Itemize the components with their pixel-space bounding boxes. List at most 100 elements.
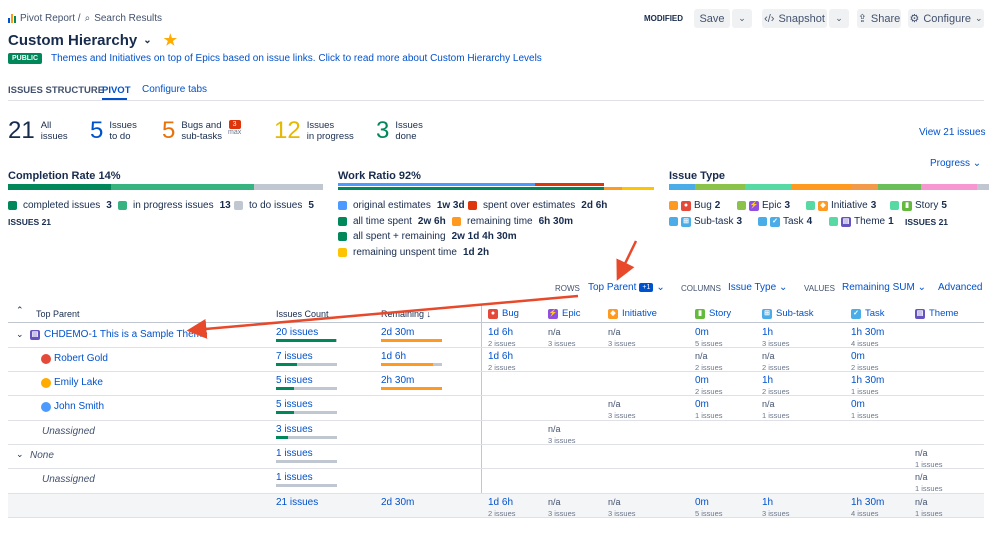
stat-item[interactable]: 21 All issues xyxy=(8,118,68,144)
save-button[interactable]: Save xyxy=(694,9,730,28)
row-value-sub[interactable]: 1h 3 issues xyxy=(762,497,790,518)
row-parent-name: Unassigned xyxy=(42,474,95,485)
stat-item[interactable]: 5 Issues to do xyxy=(90,118,137,144)
issuetype-legend-item[interactable]: ● Bug 2 xyxy=(669,200,720,211)
stat-number: 21 xyxy=(8,117,35,144)
expand-toggle-icon[interactable]: ⌄ xyxy=(16,329,24,339)
row-value-bug[interactable]: 1d 6h 2 issues xyxy=(488,351,516,372)
work-legend-item[interactable]: all time spent 2w 6h xyxy=(338,216,446,227)
tab-pivot-underline xyxy=(102,98,127,100)
issuetype-legend-item[interactable]: ▤ Theme 1 xyxy=(829,216,894,227)
avatar xyxy=(41,402,51,412)
row-value-story[interactable]: 0m 5 issues xyxy=(695,497,723,518)
issuetype-legend-item[interactable]: ✓ Task 4 xyxy=(758,216,812,227)
header-subtask[interactable]: ⊞ Sub-task xyxy=(762,308,814,319)
row-value-bug[interactable]: 1d 6h 2 issues xyxy=(488,497,516,518)
stat-label: All issues xyxy=(40,120,68,142)
header-epic[interactable]: ⚡ Epic xyxy=(548,308,581,319)
row-parent-name[interactable]: Robert Gold xyxy=(54,353,108,364)
completion-legend-item[interactable]: completed issues 3 xyxy=(8,200,112,211)
description-link[interactable]: Themes and Initiatives on top of Epics b… xyxy=(51,53,542,64)
collapse-all-icon[interactable]: ⌃ xyxy=(16,305,24,315)
tab-pivot[interactable]: PIVOT xyxy=(102,85,131,96)
row-value-task[interactable]: 1h 30m 4 issues xyxy=(851,497,885,518)
progress-dropdown[interactable]: Progress ⌄ xyxy=(930,158,982,169)
row-issues-count[interactable]: 1 issues xyxy=(276,448,313,459)
columns-dropdown[interactable]: Issue Type ⌄ xyxy=(728,282,788,293)
header-issues-count[interactable]: Issues Count xyxy=(276,309,329,319)
stat-number: 3 xyxy=(376,117,390,144)
work-bar-spent-over xyxy=(535,183,604,186)
row-parent-name[interactable]: John Smith xyxy=(54,401,105,412)
row-remaining[interactable]: 2h 30m xyxy=(381,375,415,386)
stat-item[interactable]: 12 Issues in progress xyxy=(274,118,354,144)
rows-dropdown[interactable]: Top Parent +1 ⌄ xyxy=(588,282,665,293)
breadcrumb-search-results[interactable]: Search Results xyxy=(94,13,163,24)
stat-item[interactable]: 5 Bugs and sub-tasks 3 max xyxy=(162,118,241,144)
row-value-story[interactable]: 0m 1 issues xyxy=(695,399,723,420)
snapshot-dropdown-button[interactable]: ⌄ xyxy=(829,9,849,28)
row-value-task[interactable]: 1h 30m 1 issues xyxy=(851,375,885,396)
search-icon: ⌕ xyxy=(84,13,91,24)
header-top-parent[interactable]: Top Parent xyxy=(36,309,80,319)
header-remaining[interactable]: Remaining ↓ xyxy=(381,309,432,319)
row-issues-count[interactable]: 20 issues xyxy=(276,327,319,338)
row-remaining[interactable]: 2d 30m xyxy=(381,327,415,338)
count-progress-bar xyxy=(276,484,337,487)
legend-swatch-icon xyxy=(118,201,127,210)
work-legend-item[interactable]: original estimates 1w 3d xyxy=(338,200,465,211)
row-value-sub[interactable]: 1h 3 issues xyxy=(762,327,790,348)
header-bug[interactable]: ● Bug xyxy=(488,308,519,319)
row-issues-count[interactable]: 7 issues xyxy=(276,351,313,362)
configure-button[interactable]: ⚙ Configure ⌄ xyxy=(908,9,984,28)
row-parent-name[interactable]: Emily Lake xyxy=(54,377,103,388)
completion-legend-item[interactable]: in progress issues 13 xyxy=(118,200,231,211)
work-legend-item[interactable]: remaining unspent time 1d 2h xyxy=(338,247,489,258)
breadcrumb-pivot-report[interactable]: Pivot Report / xyxy=(20,13,81,24)
issuetype-legend-item[interactable]: ⊞ Sub-task 3 xyxy=(669,216,742,227)
row-value-task[interactable]: 1h 30m 4 issues xyxy=(851,327,885,348)
issuetype-bar-segment xyxy=(791,184,851,190)
issuetype-legend-item[interactable]: ⚡ Epic 3 xyxy=(737,200,790,211)
issuetype-legend-item[interactable]: ◆ Initiative 3 xyxy=(806,200,876,211)
tab-issues-structure[interactable]: ISSUES STRUCTURE xyxy=(8,85,105,96)
row-value-sub[interactable]: 1h 2 issues xyxy=(762,375,790,396)
row-issues-count[interactable]: 5 issues xyxy=(276,375,313,386)
save-dropdown-button[interactable]: ⌄ xyxy=(732,9,752,28)
row-remaining[interactable]: 1d 6h xyxy=(381,351,407,362)
view-issues-link[interactable]: View 21 issues xyxy=(919,127,986,138)
work-legend-item[interactable]: remaining time 6h 30m xyxy=(452,216,573,227)
row-value-story[interactable]: 0m 5 issues xyxy=(695,327,723,348)
row-remaining[interactable]: 2d 30m xyxy=(381,497,415,508)
row-issues-count[interactable]: 1 issues xyxy=(276,472,313,483)
theme-icon: ▤ xyxy=(30,330,40,340)
row-parent-name[interactable]: CHDEMO-1 This is a Sample Theme xyxy=(44,329,208,340)
completion-rate-title: Completion Rate 14% xyxy=(8,170,121,182)
row-issues-count[interactable]: 3 issues xyxy=(276,424,313,435)
advanced-link[interactable]: Advanced xyxy=(938,282,983,293)
chevron-down-icon[interactable]: ⌄ xyxy=(143,34,152,46)
share-button[interactable]: ⇪ Share xyxy=(857,9,901,28)
row-value-bug[interactable]: 1d 6h 2 issues xyxy=(488,327,516,348)
values-dropdown[interactable]: Remaining SUM ⌄ xyxy=(842,282,926,293)
row-issues-count[interactable]: 21 issues xyxy=(276,497,319,508)
work-legend-item[interactable]: spent over estimates 2d 6h xyxy=(468,200,607,211)
row-value-task[interactable]: 0m 2 issues xyxy=(851,351,879,372)
header-task[interactable]: ✓ Task xyxy=(851,308,885,319)
header-story[interactable]: ▮ Story xyxy=(695,308,731,319)
row-issues-count[interactable]: 5 issues xyxy=(276,399,313,410)
completion-legend-item[interactable]: to do issues 5 xyxy=(234,200,314,211)
tab-configure[interactable]: Configure tabs xyxy=(142,84,208,95)
stat-number: 5 xyxy=(162,117,176,144)
row-value-task[interactable]: 0m 1 issues xyxy=(851,399,879,420)
stat-item[interactable]: 3 Issues done xyxy=(376,118,423,144)
star-icon[interactable]: ★ xyxy=(163,32,178,49)
column-divider xyxy=(481,304,482,518)
work-legend-item[interactable]: all spent + remaining 2w 1d 4h 30m xyxy=(338,231,517,242)
header-initiative[interactable]: ◆ Initiative xyxy=(608,308,657,319)
issuetype-legend-item[interactable]: ▮ Story 5 xyxy=(890,200,947,211)
snapshot-button[interactable]: ‹/› Snapshot xyxy=(762,9,827,28)
expand-toggle-icon[interactable]: ⌄ xyxy=(16,449,24,459)
header-theme[interactable]: ▤ Theme xyxy=(915,308,959,319)
row-value-story[interactable]: 0m 2 issues xyxy=(695,375,723,396)
